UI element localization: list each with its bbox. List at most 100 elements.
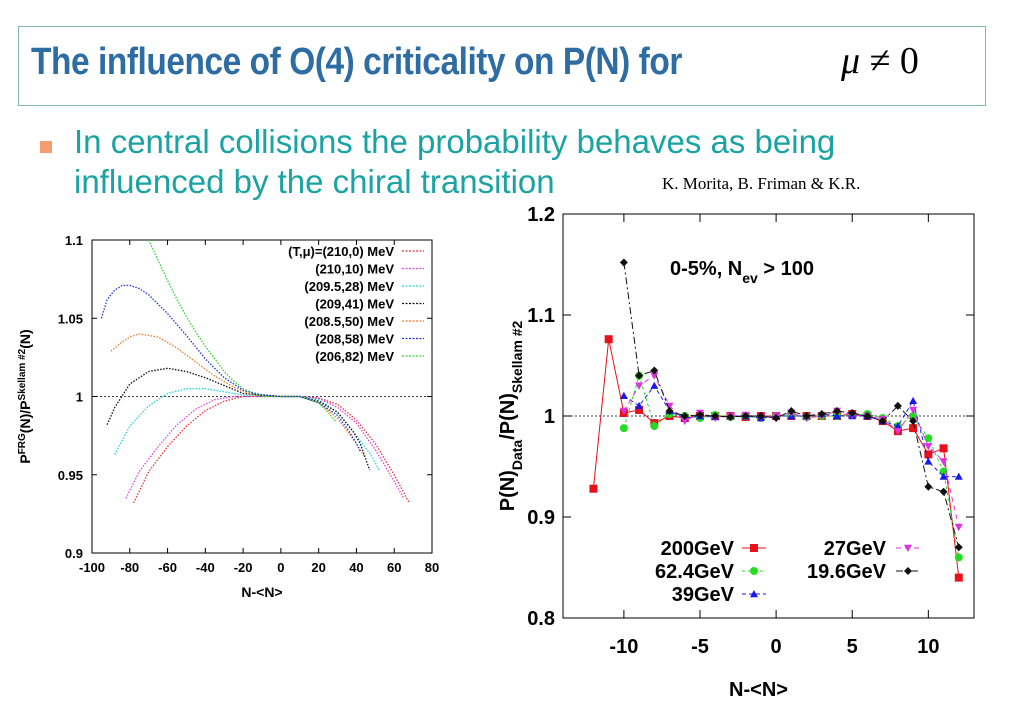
- x-tick-label: 80: [425, 560, 439, 575]
- data-marker: [635, 401, 644, 410]
- data-marker: [939, 467, 948, 476]
- data-marker: [750, 590, 758, 598]
- y-tick-label: 1.1: [65, 233, 83, 248]
- data-marker: [939, 487, 948, 496]
- annotation-part: > 100: [758, 258, 814, 280]
- legend-label: (208.5,50) MeV: [304, 314, 394, 329]
- y-tick-label: 0.9: [527, 507, 555, 529]
- data-marker: [893, 427, 902, 436]
- y-tick-label: 1.2: [527, 204, 555, 226]
- legend-label: (209,41) MeV: [315, 297, 394, 312]
- data-marker: [589, 484, 598, 493]
- series-line: [100, 284, 361, 452]
- x-tick-label: 60: [387, 560, 401, 575]
- y-axis-label-part: /P(N): [497, 393, 519, 440]
- series-line: [148, 239, 337, 422]
- y-tick-label: 0.95: [58, 468, 83, 483]
- data-marker: [650, 381, 659, 389]
- data-marker: [680, 412, 689, 420]
- x-tick-label: 40: [349, 560, 363, 575]
- legend-label: 19.6GeV: [807, 561, 887, 583]
- series-line: [623, 384, 959, 478]
- data-marker: [833, 406, 841, 415]
- y-axis-label-part: Data: [509, 440, 525, 471]
- y-axis-label-part: (N)/P: [17, 401, 33, 434]
- y-axis-label-part: P: [17, 454, 33, 463]
- mu-symbol: μ: [841, 40, 861, 82]
- series-line: [133, 395, 410, 504]
- data-marker: [650, 422, 659, 431]
- data-marker: [650, 366, 659, 375]
- not-equal-zero: ≠ 0: [869, 40, 919, 82]
- data-marker: [909, 406, 918, 414]
- data-marker: [680, 417, 689, 426]
- frg-ratio-chart: -100 -80 -60 -40 -20 0 20 40 60 80 0.9 0.95 1 1.05 1.1…: [17, 233, 440, 600]
- y-axis-label-part: FRG: [17, 433, 28, 454]
- data-marker: [909, 412, 918, 420]
- data-marker: [909, 396, 918, 405]
- legend-label: (T,μ)=(210,0) MeV: [288, 244, 394, 259]
- series-line: [125, 395, 405, 499]
- data-marker: [954, 553, 963, 562]
- data-marker: [954, 523, 963, 532]
- data-marker: [904, 544, 912, 552]
- title-math: μ ≠ 0: [841, 39, 919, 83]
- data-marker: [893, 422, 902, 430]
- data-marker: [909, 417, 918, 426]
- data-marker: [635, 382, 644, 390]
- data-marker: [635, 405, 644, 414]
- y-tick-label: 1: [544, 406, 555, 428]
- x-tick-label: -60: [158, 560, 177, 575]
- x-tick-label: 5: [847, 636, 858, 658]
- data-marker: [954, 543, 963, 552]
- x-tick-label: -5: [691, 636, 709, 658]
- series-line: [623, 373, 960, 558]
- data-marker: [772, 414, 781, 423]
- legend-label: (210,10) MeV: [315, 262, 394, 277]
- x-tick-label: 0: [277, 560, 284, 575]
- data-marker: [711, 412, 720, 420]
- data-marker: [924, 434, 933, 443]
- series-line: [110, 333, 365, 457]
- y-tick-label: 1: [76, 390, 83, 405]
- data-marker: [604, 335, 613, 344]
- data-marker: [665, 406, 674, 415]
- series-line: [114, 388, 380, 471]
- data-marker: [750, 544, 758, 552]
- author-credit: K. Morita, B. Friman & K.R.: [662, 174, 861, 193]
- data-marker: [939, 458, 948, 466]
- series-line: [623, 374, 960, 528]
- y-axis-label-part: Skellam #2: [509, 321, 525, 394]
- series-line: [592, 339, 960, 578]
- legend-label: 62.4GeV: [655, 561, 735, 583]
- x-axis-label: N-<N>: [729, 679, 788, 701]
- legend-label: (209.5,28) MeV: [304, 279, 394, 294]
- data-marker: [726, 413, 735, 422]
- y-tick-label: 0.8: [527, 608, 555, 630]
- legend-label: (208,58) MeV: [315, 332, 394, 347]
- y-axis-label: P(N)Data/P(N)Skellam #2: [497, 321, 525, 512]
- legend-label: (206,82) MeV: [315, 349, 394, 364]
- y-axis-label-part: Skellam #2: [17, 348, 28, 400]
- y-axis-label-part: P(N): [497, 470, 519, 511]
- data-marker: [924, 443, 933, 451]
- x-tick-label: -20: [234, 560, 253, 575]
- data-marker: [878, 417, 887, 426]
- x-axis-label: N-<N>: [241, 584, 282, 600]
- bullet-text: In central collisions the probability be…: [74, 123, 836, 200]
- data-marker: [924, 482, 933, 491]
- data-marker: [924, 457, 933, 465]
- star-ratio-chart: -10 -5 0 5 10 0.8 0.9 1 1.1 1.2 N-<N> P(N)Data/P(N)…: [497, 204, 975, 701]
- x-tick-label: 0: [771, 636, 782, 658]
- y-axis-label: PFRG(N)/PSkellam #2(N): [17, 329, 34, 463]
- x-tick-label: 20: [311, 560, 325, 575]
- data-marker: [863, 412, 872, 420]
- data-marker: [954, 472, 963, 480]
- series-line: [623, 262, 960, 548]
- x-tick-label: 10: [917, 636, 939, 658]
- x-tick-label: -40: [196, 560, 215, 575]
- annotation-part: ev: [742, 270, 758, 286]
- x-tick-label: -10: [609, 636, 638, 658]
- data-marker: [939, 472, 948, 480]
- y-tick-label: 1.05: [58, 311, 83, 326]
